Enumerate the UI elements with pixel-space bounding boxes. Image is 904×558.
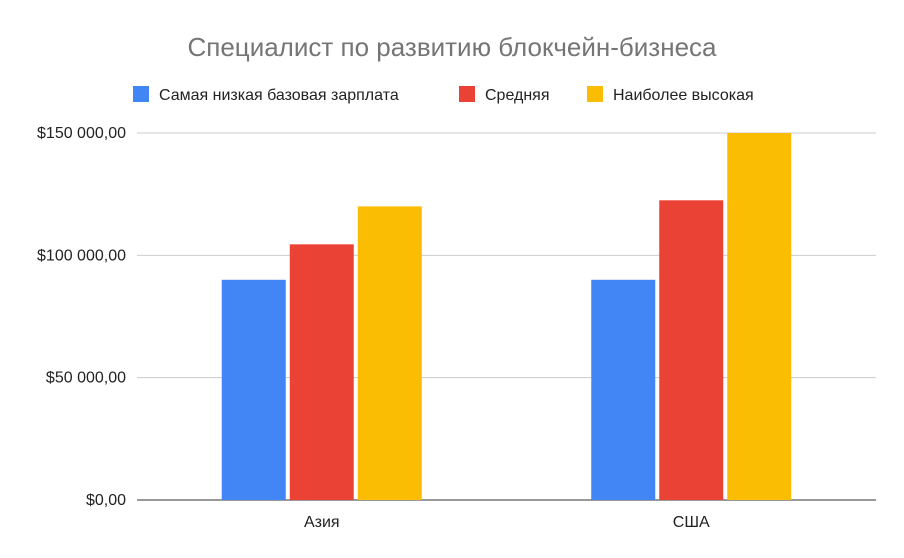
chart-title: Специалист по развитию блокчейн-бизнеса	[187, 32, 717, 62]
y-tick-label-3: $150 000,00	[37, 125, 126, 142]
legend-swatch-2	[587, 86, 603, 102]
legend-label-0: Самая низкая базовая зарплата	[159, 87, 399, 104]
bar-0-2	[357, 206, 422, 500]
x-tick-label-1: США	[673, 514, 710, 531]
legend-label-1: Средняя	[485, 87, 550, 104]
bars	[221, 133, 792, 501]
bar-1-1	[659, 200, 724, 501]
legend-swatch-0	[133, 86, 149, 102]
y-tick-label-2: $100 000,00	[37, 247, 126, 264]
x-tick-label-0: Азия	[304, 514, 340, 531]
y-tick-label-0: $0,00	[86, 492, 126, 509]
legend-label-2: Наиболее высокая	[613, 87, 754, 104]
legend-swatch-1	[459, 86, 475, 102]
x-axis-labels: Азия США	[304, 514, 710, 531]
bar-0-0	[221, 279, 286, 500]
bar-0-1	[289, 244, 354, 500]
bar-1-0	[591, 279, 656, 500]
y-tick-label-1: $50 000,00	[46, 370, 126, 387]
legend: Самая низкая базовая зарплата Средняя На…	[133, 86, 754, 104]
bar-1-2	[727, 133, 792, 500]
y-axis-labels: $0,00 $50 000,00 $100 000,00 $150 000,00	[37, 125, 126, 509]
